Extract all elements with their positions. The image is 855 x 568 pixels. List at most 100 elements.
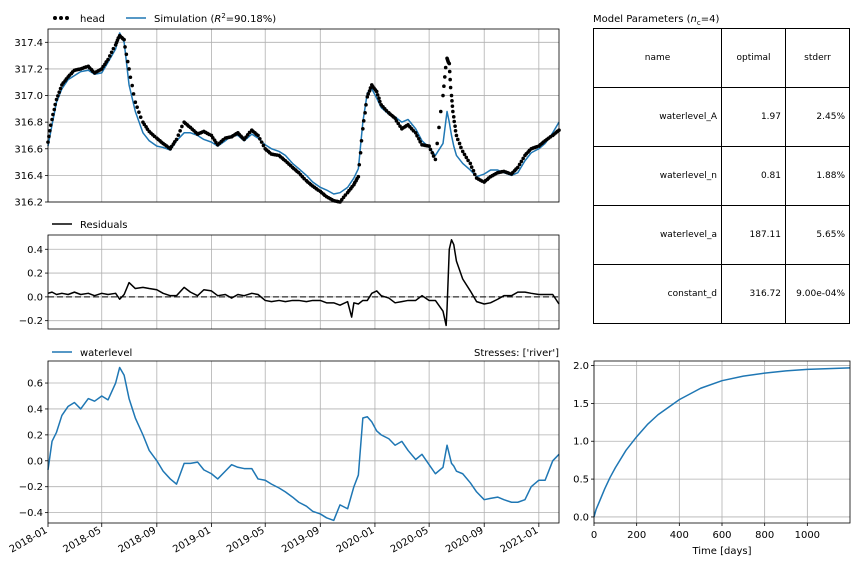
y-tick-label: −0.2 — [19, 316, 43, 327]
y-tick-label: 1.5 — [573, 399, 589, 410]
x-tick-label: 2018-05 — [62, 525, 104, 555]
y-tick-label: 0.0 — [573, 512, 589, 523]
observed-point — [415, 133, 419, 138]
observed-point — [454, 133, 459, 138]
x-tick-label: 2018-01 — [8, 525, 50, 555]
x-tick-label: 400 — [670, 530, 689, 541]
observed-point — [447, 61, 452, 66]
stresses-title: Stresses: ['river'] — [474, 348, 559, 359]
table-row: waterlevel_a 187.11 5.65% — [593, 205, 850, 265]
y-tick-label: 0.2 — [27, 269, 43, 280]
observed-point — [361, 127, 365, 131]
observed-point — [394, 119, 399, 123]
observed-point — [361, 119, 366, 123]
observed-point — [437, 125, 441, 130]
observed-point — [125, 59, 130, 64]
simulation-line — [47, 32, 560, 195]
y-tick-label: 316.6 — [14, 144, 43, 155]
y-tick-label: 317.0 — [14, 91, 43, 102]
observed-point — [138, 115, 143, 119]
x-tick-label: 2018-09 — [117, 525, 159, 555]
observed-point — [428, 147, 433, 152]
y-tick-label: 0.4 — [27, 245, 43, 256]
observed-point — [517, 162, 522, 167]
observed-point — [137, 110, 141, 114]
param-stderr: 1.88% — [785, 146, 850, 206]
y-tick-label: 0.0 — [27, 292, 43, 303]
observed-point — [521, 156, 525, 161]
y-tick-label: 317.4 — [14, 38, 43, 49]
table-row: waterlevel_A 1.97 2.45% — [593, 87, 850, 147]
y-tick-label: 0.6 — [27, 379, 43, 390]
observed-point — [128, 75, 133, 80]
observed-point — [460, 149, 465, 154]
observed-point — [123, 45, 127, 49]
observed-point — [393, 116, 397, 120]
y-tick-label: 0.5 — [573, 475, 589, 486]
y-tick-label: 316.4 — [14, 171, 43, 182]
model-parameters-table: name optimal stderr waterlevel_A 1.97 2.… — [593, 28, 850, 324]
observed-point — [396, 121, 401, 126]
observed-point — [258, 136, 262, 141]
observed-point — [451, 109, 455, 114]
observed-point — [131, 92, 136, 96]
step-response-panel: 0.0 0.5 1.0 1.5 2.0 0 200 400 600 800 1000 Time [… — [573, 360, 851, 557]
observed-point — [133, 100, 138, 104]
stress-panel: −0.4−0.20.00.20.40.6 2018-01 2018-05 2018-… — [8, 348, 560, 555]
observed-point — [367, 89, 372, 93]
observed-point — [418, 139, 422, 144]
observed-point — [108, 54, 112, 58]
observed-point — [442, 84, 446, 89]
observed-point — [356, 174, 361, 179]
y-tick-label: 0.2 — [27, 430, 43, 441]
observed-point — [443, 65, 448, 70]
observed-point — [256, 133, 260, 138]
y-tick-label: −0.2 — [19, 482, 43, 493]
y-tick-label: 2.0 — [573, 361, 589, 372]
head-y-ticks: 316.2 316.4 316.6 316.8 317.0 317.2 317.4 — [14, 38, 48, 209]
x-tick-label: 200 — [627, 530, 646, 541]
observed-point — [135, 105, 139, 109]
observed-point — [448, 77, 452, 82]
observed-point — [430, 150, 435, 155]
observed-point — [466, 158, 470, 163]
observed-point — [124, 52, 129, 57]
observed-point — [109, 50, 114, 55]
legend-head-dot — [65, 16, 69, 20]
table-row: waterlevel_n 0.81 1.88% — [593, 146, 850, 206]
legend-head-dot — [53, 16, 57, 20]
x-tick-label: 2019-05 — [225, 525, 267, 555]
y-tick-label: 0.0 — [27, 456, 43, 467]
observed-point — [459, 145, 463, 150]
stress-axes-frame — [47, 360, 560, 524]
observed-point — [450, 104, 455, 108]
observed-point — [174, 137, 179, 142]
observed-point — [359, 138, 364, 143]
param-stderr: 2.45% — [785, 87, 850, 147]
observed-point — [438, 109, 443, 114]
date-x-ticks: 2018-01 2018-05 2018-09 2019-01 2019-05 2019-… — [8, 523, 540, 555]
observed-point — [47, 129, 52, 133]
observed-point — [365, 95, 370, 99]
head-axes-frame — [47, 28, 560, 203]
legend-residuals-label: Residuals — [80, 220, 127, 231]
head-simulation-series — [47, 32, 560, 195]
observed-point — [427, 144, 431, 148]
stress-series — [47, 366, 560, 522]
residuals-line — [47, 239, 560, 327]
param-optimal: 0.81 — [721, 146, 786, 206]
param-stderr: 9.00e-04% — [785, 264, 850, 324]
y-tick-label: 316.2 — [14, 198, 43, 209]
param-name: waterlevel_n — [593, 146, 722, 206]
legend-head-label: head — [80, 14, 105, 25]
observed-point — [448, 85, 453, 90]
observed-point — [52, 107, 57, 112]
observed-point — [413, 131, 418, 135]
observed-point — [51, 112, 55, 117]
head-observed-series — [46, 33, 561, 204]
observed-point — [442, 75, 447, 79]
observed-point — [374, 89, 379, 94]
observed-point — [247, 130, 252, 135]
param-name: waterlevel_A — [593, 87, 722, 147]
